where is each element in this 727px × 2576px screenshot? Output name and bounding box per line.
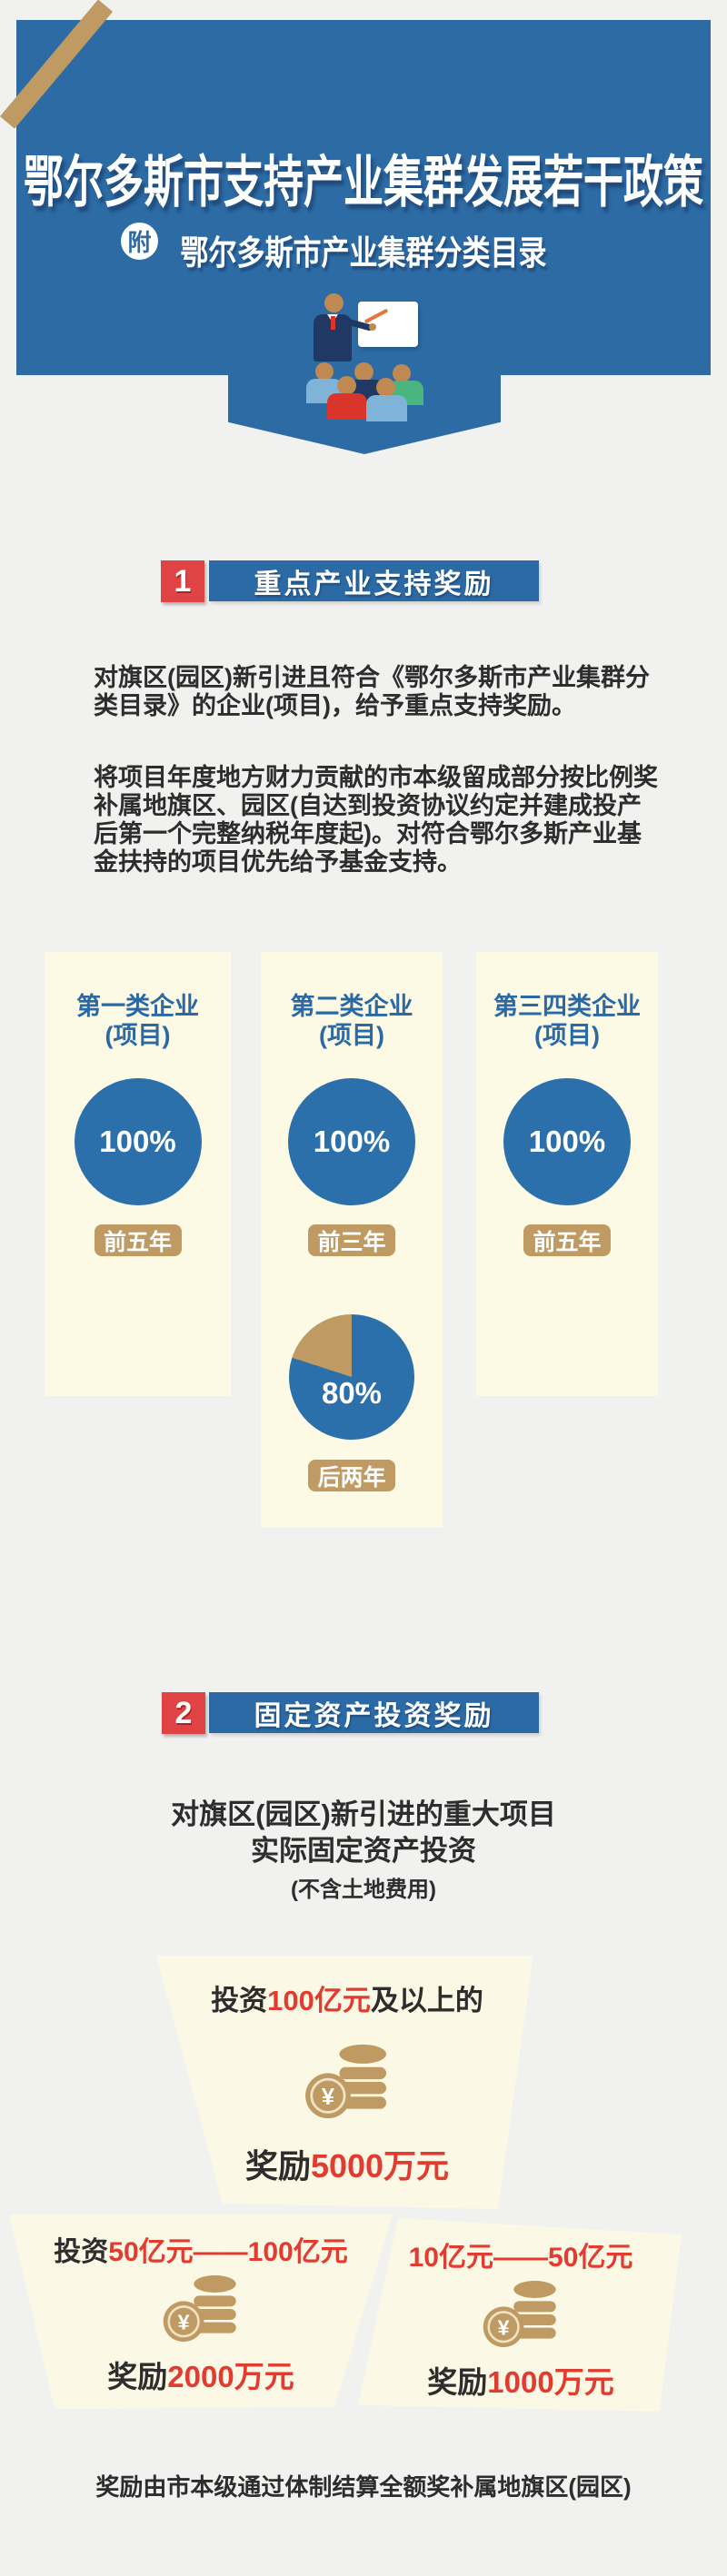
investment-tier-1-panel: 投资100亿元及以上的 ¥ 奖励5000万元 <box>156 1956 533 2209</box>
card-title-line1: 第二类企业 <box>290 993 413 1020</box>
attachment-badge: 附 <box>121 223 158 260</box>
paragraph-line: 补属地旗区、园区(自达到投资协议约定并建成投产 <box>94 792 642 819</box>
tier-1-reward: 奖励5000万元 <box>156 2140 533 2187</box>
investment-tier-3-panel: 10亿元——50亿元 ¥ 奖励1000万元 <box>358 2218 682 2412</box>
period-badge: 前五年 <box>94 1224 182 1256</box>
condition-prefix: 投资 <box>211 1985 268 2016</box>
coins-icon: ¥ <box>305 2044 387 2119</box>
paragraph-line: 类目录》的企业(项目)，给予重点支持奖励。 <box>94 692 576 719</box>
section-2-number-badge: 2 <box>162 1692 205 1734</box>
tier-1-condition: 投资100亿元及以上的 <box>156 1977 533 2018</box>
section-1-title-bar: 重点产业支持奖励 <box>209 560 539 601</box>
investment-tier-2-panel: 投资50亿元——100亿元 ¥ 奖励2000万元 <box>9 2214 393 2409</box>
student-head-icon <box>393 364 411 382</box>
teacher-head-icon <box>324 293 344 312</box>
reward-amount: 5000万元 <box>310 2147 450 2185</box>
period-badge: 前三年 <box>308 1224 395 1256</box>
condition-amount: 100亿元 <box>267 1985 371 2016</box>
paragraph-line: 对旗区(园区)新引进且符合《鄂尔多斯市产业集群分 <box>94 664 650 691</box>
reward-prefix: 奖励 <box>244 2147 311 2185</box>
paragraph-line: 后第一个完整纳税年度起)。对符合鄂尔多斯产业基 <box>94 820 642 847</box>
tier-3-condition: 10亿元——50亿元 <box>358 2234 682 2274</box>
period-label: 前三年 <box>317 1229 386 1255</box>
tier-2-condition: 投资50亿元——100亿元 <box>9 2229 393 2269</box>
section-2-number: 2 <box>174 1695 193 1730</box>
reward-amount: 1000万元 <box>487 2365 614 2399</box>
intro-line: 对旗区(园区)新引进的重大项目 <box>171 1798 556 1830</box>
paragraph-line: 金扶持的项目优先给予基金支持。 <box>94 848 462 876</box>
card-title: 第二类企业 (项目) <box>261 992 443 1050</box>
pie-percent-label: 100% <box>99 1125 176 1158</box>
section-1-number-badge: 1 <box>161 560 204 602</box>
student-head-icon <box>376 378 395 397</box>
reward-amount: 2000万元 <box>167 2360 294 2393</box>
section-2-title-bar: 固定资产投资奖励 <box>209 1692 539 1733</box>
pie-chart-100: 100% <box>288 1078 415 1205</box>
page-title: 鄂尔多斯市支持产业集群发展若干政策 <box>24 151 703 214</box>
student-head-icon <box>337 376 356 395</box>
condition-amount: 50亿元——100亿元 <box>108 2237 348 2267</box>
card-title-line1: 第三四类企业 <box>493 993 641 1020</box>
period-label: 前五年 <box>103 1229 172 1255</box>
pie-percent-label: 100% <box>313 1125 391 1158</box>
card-title-line2: (项目) <box>319 1022 384 1049</box>
section-2-intro: 对旗区(园区)新引进的重大项目 实际固定资产投资 <box>0 1797 727 1869</box>
teacher-hand-icon <box>369 323 376 331</box>
svg-text:¥: ¥ <box>498 2315 510 2339</box>
tier-2-reward: 奖励2000万元 <box>9 2353 393 2396</box>
pie-chart-80: 80% <box>289 1314 414 1440</box>
page-subtitle: 鄂尔多斯市产业集群分类目录 <box>180 233 547 272</box>
section-1-title: 重点产业支持奖励 <box>254 569 494 599</box>
svg-text:¥: ¥ <box>322 2085 335 2110</box>
pie-percent-label: 80% <box>321 1376 383 1410</box>
category-card-3: 第三四类企业 (项目) 100% 前五年 <box>476 952 658 1396</box>
attachment-badge-label: 附 <box>127 229 152 256</box>
card-title-line2: (项目) <box>105 1022 171 1049</box>
coins-icon: ¥ <box>163 2275 236 2343</box>
student-head-icon <box>354 362 373 381</box>
teacher-presentation-illustration <box>264 263 482 454</box>
coins-icon: ¥ <box>483 2281 556 2348</box>
footnote: 奖励由市本级通过体制结算全额奖补属地旗区(园区) <box>95 2473 632 2501</box>
condition-suffix: 及以上的 <box>370 1985 483 2016</box>
teacher-tie-icon <box>331 316 335 330</box>
card-title: 第三四类企业 (项目) <box>476 992 658 1050</box>
tier-3-reward: 奖励1000万元 <box>358 2358 682 2402</box>
svg-text:¥: ¥ <box>178 2310 190 2333</box>
period-label: 前五年 <box>533 1229 602 1255</box>
policy-paragraph-2: 将项目年度地方财力贡献的市本级留成部分按比例奖 补属地旗区、园区(自达到投资协议… <box>94 764 658 877</box>
policy-paragraph-1: 对旗区(园区)新引进且符合《鄂尔多斯市产业集群分 类目录》的企业(项目)，给予重… <box>94 664 650 720</box>
paragraph-line: 将项目年度地方财力贡献的市本级留成部分按比例奖 <box>94 764 658 791</box>
pie-percent-label: 100% <box>528 1125 606 1158</box>
period-badge: 后两年 <box>308 1460 395 1491</box>
student-shirt-icon <box>366 395 407 421</box>
category-card-2: 第二类企业 (项目) 100% 前三年 80% 后两年 <box>261 952 443 1528</box>
reward-prefix: 奖励 <box>107 2360 168 2393</box>
card-title-line1: 第一类企业 <box>76 993 199 1020</box>
period-badge: 前五年 <box>523 1224 611 1256</box>
pie-chart-100: 100% <box>503 1078 631 1205</box>
card-title-line2: (项目) <box>534 1022 600 1049</box>
student-head-icon <box>315 362 334 381</box>
reward-prefix: 奖励 <box>427 2365 488 2399</box>
section-2-note: (不含土地费用) <box>291 1878 436 1902</box>
card-title: 第一类企业 (项目) <box>45 992 231 1050</box>
section-1-number: 1 <box>174 563 192 599</box>
intro-line: 实际固定资产投资 <box>251 1835 476 1867</box>
category-card-1: 第一类企业 (项目) 100% 前五年 <box>45 952 231 1396</box>
section-2-title: 固定资产投资奖励 <box>254 1700 494 1731</box>
student-shirt-icon <box>327 393 367 420</box>
period-label: 后两年 <box>317 1464 386 1491</box>
pie-chart-100: 100% <box>74 1078 202 1205</box>
condition-prefix: 投资 <box>54 2237 109 2267</box>
condition-amount: 10亿元——50亿元 <box>408 2243 633 2273</box>
